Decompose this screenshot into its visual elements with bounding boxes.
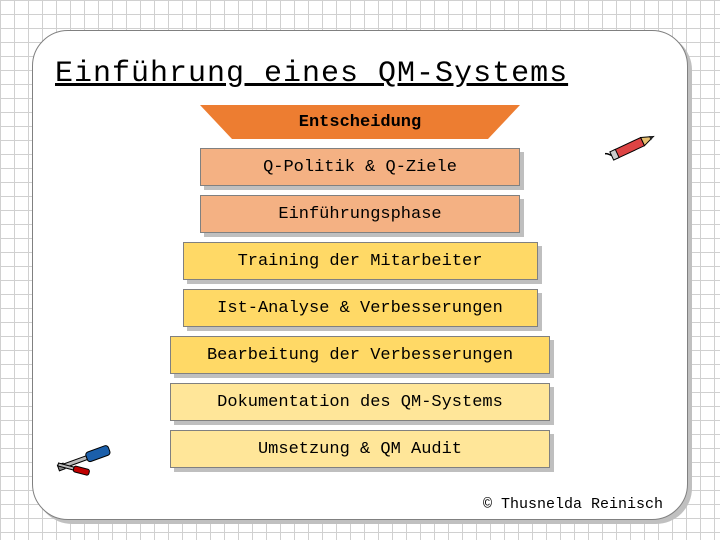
step-label: Training der Mitarbeiter [238, 252, 483, 271]
step-label: Dokumentation des QM-Systems [217, 393, 503, 412]
step-label: Einführungsphase [278, 205, 441, 224]
slide-panel: Einführung eines QM-Systems Entscheidung… [32, 30, 688, 520]
step-label: Umsetzung & QM Audit [258, 440, 462, 459]
flow-step: Q-Politik & Q-Ziele [200, 148, 520, 186]
flow-step: Bearbeitung der Verbesserungen [170, 336, 550, 374]
flow-step: Ist-Analyse & Verbesserungen [183, 289, 538, 327]
credit-text: © Thusnelda Reinisch [483, 496, 663, 513]
flow-step: Training der Mitarbeiter [183, 242, 538, 280]
flow-step: Umsetzung & QM Audit [170, 430, 550, 468]
flow-step: Dokumentation des QM-Systems [170, 383, 550, 421]
step-label: Bearbeitung der Verbesserungen [207, 346, 513, 365]
step-label: Q-Politik & Q-Ziele [263, 158, 457, 177]
ribbon-label: Entscheidung [299, 113, 421, 132]
page-title: Einführung eines QM-Systems [55, 57, 665, 91]
flow-stack: Entscheidung Q-Politik & Q-Ziele Einführ… [55, 105, 665, 468]
flow-step: Einführungsphase [200, 195, 520, 233]
step-label: Ist-Analyse & Verbesserungen [217, 299, 503, 318]
flow-ribbon: Entscheidung [200, 105, 520, 139]
